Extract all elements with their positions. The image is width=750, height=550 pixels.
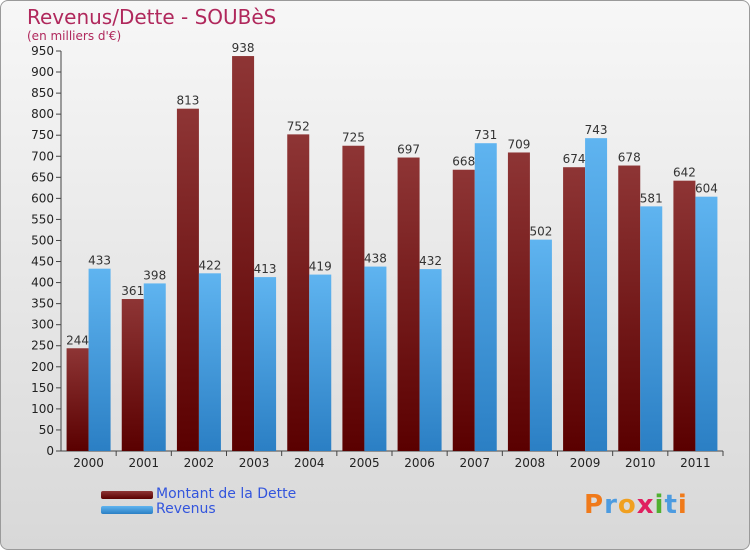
y-tick-label: 500 (31, 233, 54, 247)
y-tick-label: 0 (46, 444, 54, 458)
data-label-revenus: 502 (529, 225, 552, 239)
bar-revenus (88, 268, 111, 451)
data-label-debt: 668 (452, 155, 475, 169)
x-tick-label: 2005 (349, 456, 380, 470)
bar-revenus (364, 266, 387, 451)
bar-revenus (474, 143, 497, 452)
data-label-revenus: 432 (419, 254, 442, 268)
data-label-debt: 938 (232, 41, 255, 55)
x-tick-label: 2000 (73, 456, 104, 470)
bar-debt (452, 169, 475, 451)
data-label-debt: 678 (618, 151, 641, 165)
data-label-revenus: 581 (640, 191, 663, 205)
brand-logo: Proxiti (584, 490, 688, 520)
bar-revenus (198, 273, 221, 451)
bar-revenus (309, 274, 332, 451)
bar-revenus (695, 196, 718, 451)
data-label-revenus: 731 (474, 128, 497, 142)
y-tick-label: 450 (31, 255, 54, 269)
y-tick-label: 750 (31, 128, 54, 142)
bar-revenus (640, 206, 663, 451)
bar-debt (66, 348, 89, 451)
legend-label-debt: Montant de la Dette (156, 486, 297, 502)
y-tick-label: 700 (31, 149, 54, 163)
data-label-debt: 752 (287, 119, 310, 133)
bar-debt (232, 56, 255, 451)
data-label-revenus: 419 (309, 260, 332, 274)
y-tick-label: 200 (31, 360, 54, 374)
logo-letter: t (664, 490, 678, 520)
data-label-debt: 725 (342, 131, 365, 145)
y-tick-label: 650 (31, 170, 54, 184)
logo-letter: i (654, 490, 665, 520)
bar-debt (618, 165, 641, 452)
data-label-revenus: 398 (143, 268, 166, 282)
data-label-debt: 642 (673, 166, 696, 180)
x-tick-label: 2008 (515, 456, 546, 470)
data-label-revenus: 743 (585, 123, 608, 137)
bar-debt (507, 152, 530, 451)
y-tick-label: 850 (31, 86, 54, 100)
data-label-revenus: 604 (695, 182, 718, 196)
x-tick-label: 2009 (570, 456, 601, 470)
y-tick-label: 100 (31, 402, 54, 416)
legend-swatch-debt (101, 491, 153, 499)
y-tick-label: 950 (31, 44, 54, 58)
data-label-debt: 361 (121, 284, 144, 298)
x-tick-label: 2007 (459, 456, 490, 470)
legend-label-revenus: Revenus (156, 501, 216, 517)
logo-letter: x (636, 490, 655, 520)
y-tick-label: 350 (31, 297, 54, 311)
y-tick-label: 300 (31, 318, 54, 332)
bar-revenus (419, 269, 442, 451)
chart-subtitle: (en milliers d'€) (27, 29, 122, 43)
bar-revenus (254, 277, 277, 451)
y-tick-label: 900 (31, 65, 54, 79)
y-tick-label: 600 (31, 191, 54, 205)
bar-debt (176, 108, 199, 452)
x-tick-label: 2010 (625, 456, 656, 470)
data-label-revenus: 438 (364, 252, 387, 266)
data-label-debt: 674 (563, 152, 586, 166)
bar-debt (342, 145, 365, 451)
bar-debt (397, 157, 420, 452)
bar-revenus (529, 239, 552, 451)
bar-debt (563, 167, 586, 452)
chart-title: Revenus/Dette - SOUBèS (27, 5, 277, 29)
x-tick-label: 2002 (184, 456, 215, 470)
data-label-debt: 813 (176, 94, 199, 108)
y-tick-label: 800 (31, 107, 54, 121)
data-label-debt: 709 (507, 137, 530, 151)
x-tick-label: 2003 (239, 456, 270, 470)
x-tick-label: 2001 (128, 456, 159, 470)
bar-revenus (585, 138, 608, 451)
bar-revenus (143, 283, 166, 451)
logo-letter: o (617, 490, 637, 520)
data-label-debt: 697 (397, 143, 420, 157)
bar-debt (673, 180, 696, 451)
x-tick-label: 2004 (294, 456, 325, 470)
data-label-revenus: 413 (254, 262, 277, 276)
x-tick-label: 2011 (680, 456, 711, 470)
data-label-revenus: 422 (198, 258, 221, 272)
logo-letter: P (584, 490, 605, 520)
logo-letter: r (604, 490, 618, 520)
bar-debt (287, 134, 310, 452)
y-tick-label: 50 (39, 423, 54, 437)
y-tick-label: 150 (31, 381, 54, 395)
x-tick-label: 2006 (404, 456, 435, 470)
logo-letter: i (677, 490, 688, 520)
data-label-debt: 244 (66, 333, 89, 347)
data-label-revenus: 433 (88, 254, 111, 268)
y-tick-label: 250 (31, 339, 54, 353)
y-tick-label: 400 (31, 276, 54, 290)
y-tick-label: 550 (31, 212, 54, 226)
legend-swatch-revenus (101, 506, 153, 514)
bar-debt (121, 299, 144, 451)
